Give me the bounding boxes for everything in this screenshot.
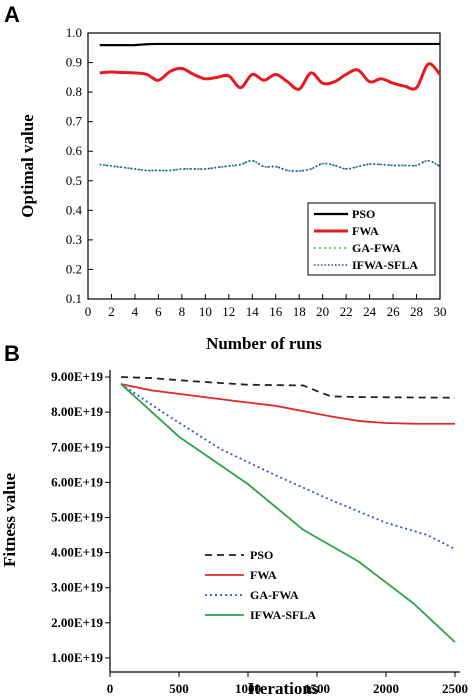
- x-tick-label: 500: [169, 681, 189, 696]
- x-tick-label: 1500: [304, 681, 330, 696]
- series-line-fwa: [120, 383, 455, 425]
- panel-b: B 1.00E+19 2.00E+19 3.00E+19 4.00E+19 5.00E+…: [0, 341, 468, 698]
- legend-b: PSO FWA GA-FWA IFWA-SFLA: [205, 548, 316, 622]
- x-tick-label: 24: [363, 304, 377, 319]
- series-line-ifwa-sfla: [99, 159, 441, 172]
- x-tick-label: 16: [269, 304, 283, 319]
- y-tick-label: 0.4: [66, 202, 83, 217]
- x-tick-label: 22: [340, 304, 353, 319]
- y-axis-title-a: Optimal value: [18, 114, 37, 218]
- y-tick-label: 1.00E+19: [51, 650, 103, 665]
- x-axis-a: 0 2 4 6 8 10 12 14 16 18 20 22 24 26 28 30: [85, 294, 447, 319]
- y-tick-label: 0.7: [66, 114, 83, 129]
- panel-label-a: A: [4, 2, 20, 27]
- x-tick-label: 1000: [235, 681, 261, 696]
- y-tick-label: 0.5: [66, 173, 82, 188]
- series-line-pso: [121, 376, 456, 399]
- y-tick-label: 1.0: [66, 25, 82, 40]
- x-tick-label: 6: [155, 304, 162, 319]
- x-axis-title-a: Number of runs: [206, 334, 322, 353]
- y-tick-label: 0.3: [66, 232, 82, 247]
- x-tick-label: 30: [434, 304, 447, 319]
- y-axis-b: 1.00E+19 2.00E+19 3.00E+19 4.00E+19 5.00E+19…: [51, 369, 110, 665]
- x-tick-label: 0: [107, 681, 114, 696]
- x-tick-label: 28: [410, 304, 423, 319]
- y-tick-label: 4.00E+19: [51, 545, 103, 560]
- panel-a: A 0.10.20.30.40.50.60.70.80.91.0 0 2 4 6 8 10…: [4, 2, 447, 353]
- x-axis-b: 0 500 1000 1500 2000 2500: [107, 672, 468, 696]
- y-tick-label: 6.00E+19: [51, 474, 103, 489]
- y-tick-label: 0.9: [66, 55, 82, 70]
- y-tick-label: 2.00E+19: [51, 615, 103, 630]
- series-line-ifwa-sfla: [120, 383, 456, 643]
- panel-label-b: B: [4, 341, 20, 366]
- y-tick-label: 9.00E+19: [51, 369, 103, 384]
- plot-frame-a: [87, 32, 441, 300]
- legend-a: PSO FWA GA-FWA IFWA-SFLA: [307, 202, 436, 276]
- x-tick-label: 12: [222, 304, 235, 319]
- legend-label: GA-FWA: [352, 241, 401, 255]
- y-tick-label: 7.00E+19: [51, 439, 103, 454]
- y-tick-label: 0.2: [66, 261, 82, 276]
- legend-label: IFWA-SFLA: [250, 608, 316, 622]
- plot-lines-a: [99, 42, 442, 172]
- x-tick-label: 14: [246, 304, 260, 319]
- legend-label: FWA: [352, 224, 379, 238]
- y-tick-label: 0.6: [66, 143, 83, 158]
- y-axis-a: 0.1 0.2 0.3 0.4 0.5 0.6 0.7 0.8 0.9 1.0: [66, 25, 93, 306]
- series-line-ga-fwa: [120, 383, 456, 550]
- plot-lines-b: [120, 376, 456, 643]
- x-tick-label: 26: [387, 304, 401, 319]
- x-tick-label: 4: [132, 304, 139, 319]
- legend-label: GA-FWA: [250, 588, 299, 602]
- x-tick-label: 0: [85, 304, 92, 319]
- x-tick-label: 20: [316, 304, 329, 319]
- x-tick-label: 2000: [373, 681, 399, 696]
- legend-label: IFWA-SFLA: [352, 258, 418, 272]
- y-tick-label: 0.8: [66, 84, 82, 99]
- x-axis-title-b: Iterations: [248, 679, 319, 698]
- y-tick-label: 0.1: [66, 291, 82, 306]
- legend-label: PSO: [250, 548, 273, 562]
- x-tick-label: 2500: [442, 681, 468, 696]
- y-tick-label: 8.00E+19: [51, 404, 103, 419]
- x-tick-label: 8: [179, 304, 186, 319]
- x-tick-label: 2: [108, 304, 115, 319]
- x-tick-label: 10: [199, 304, 212, 319]
- legend-label: FWA: [250, 568, 277, 582]
- y-axis-title-b: Fitness value: [0, 473, 19, 567]
- y-tick-label: 5.00E+19: [51, 509, 103, 524]
- series-line-fwa: [99, 62, 442, 91]
- series-line-pso: [99, 42, 440, 47]
- y-tick-label: 3.00E+19: [51, 580, 103, 595]
- legend-label: PSO: [352, 207, 375, 221]
- x-tick-label: 18: [293, 304, 306, 319]
